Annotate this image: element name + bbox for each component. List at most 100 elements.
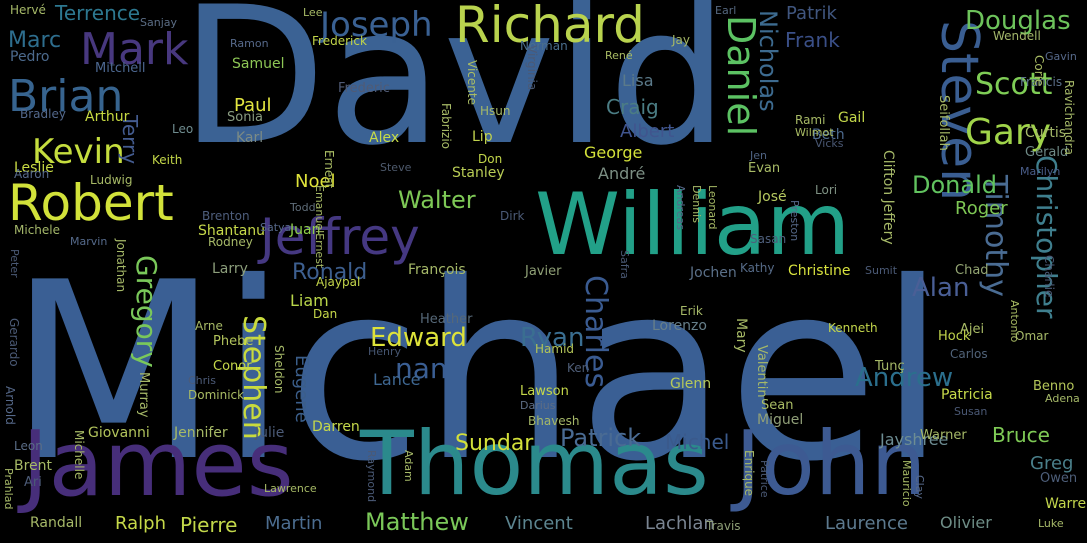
cloud-word: Randall xyxy=(30,515,83,531)
cloud-word: Michele xyxy=(14,223,60,237)
cloud-word: Bradley xyxy=(20,107,66,121)
cloud-word: Dirk xyxy=(500,209,525,223)
cloud-word: Eugene xyxy=(291,355,312,423)
cloud-word: Susan xyxy=(954,405,988,418)
cloud-word: Ramon xyxy=(230,37,269,50)
cloud-word: Glenn xyxy=(670,376,712,392)
cloud-word: Jeffrey xyxy=(260,208,420,266)
cloud-word: Gail xyxy=(838,110,866,126)
cloud-word: Vincent xyxy=(505,513,573,534)
cloud-word: Nicholas xyxy=(754,10,782,112)
cloud-word: Jen xyxy=(750,149,767,162)
cloud-word: Donald xyxy=(912,171,997,199)
cloud-word: Hsun xyxy=(480,104,511,118)
cloud-word: Richard xyxy=(455,0,645,54)
cloud-word: Darren xyxy=(312,419,360,435)
cloud-word: Sheldon xyxy=(272,345,286,394)
cloud-word: Laurence xyxy=(825,513,908,534)
cloud-word: Pierre xyxy=(180,513,238,537)
cloud-word: Michelle xyxy=(72,430,86,480)
cloud-word: Lawson xyxy=(520,384,569,399)
cloud-word: René xyxy=(605,49,633,62)
cloud-word: José xyxy=(758,189,787,205)
cloud-word: Jennifer xyxy=(174,425,228,441)
cloud-word: Ernest xyxy=(322,150,336,189)
cloud-word: Travis xyxy=(706,519,741,533)
cloud-word: Valentin xyxy=(754,345,769,398)
cloud-word: Safra xyxy=(618,250,631,279)
cloud-word: Omar xyxy=(1015,329,1049,343)
cloud-word: Lee xyxy=(303,6,323,19)
cloud-word: Sundar xyxy=(455,431,534,456)
cloud-word: Ajei xyxy=(960,322,985,337)
cloud-word: François xyxy=(408,262,466,278)
cloud-word: Corie xyxy=(1032,55,1046,87)
cloud-word: Benno xyxy=(1033,379,1075,394)
cloud-word: Henry xyxy=(368,345,402,358)
cloud-word: Javier xyxy=(525,264,562,279)
cloud-word: Edward xyxy=(370,323,467,353)
cloud-word: Sanjay xyxy=(140,16,178,29)
cloud-word: Marilyn xyxy=(1020,165,1061,178)
cloud-word: Peter xyxy=(8,249,21,278)
cloud-word: Clifton Jeffery xyxy=(880,150,896,245)
cloud-word: Sasan xyxy=(750,232,787,246)
cloud-word: Olivier xyxy=(940,513,992,532)
cloud-word: Gavin xyxy=(1045,50,1077,63)
cloud-word: Gerald xyxy=(1025,145,1069,160)
cloud-word: Walter xyxy=(398,186,476,214)
cloud-word: Charlie xyxy=(1042,255,1056,298)
cloud-word: Mary xyxy=(733,318,749,353)
cloud-word: Brenton xyxy=(202,209,250,223)
cloud-word: Warren xyxy=(1045,496,1087,512)
cloud-word: Julie xyxy=(255,425,285,441)
cloud-word: Seifollah xyxy=(936,95,951,151)
cloud-word: Christine xyxy=(788,263,851,279)
cloud-word: Adena xyxy=(1045,392,1080,405)
cloud-word: Michael xyxy=(8,230,947,515)
cloud-word: Rami xyxy=(795,113,826,127)
cloud-word: Leon xyxy=(14,439,43,453)
cloud-word: Ari xyxy=(24,475,42,490)
cloud-word: Leslie xyxy=(14,160,54,176)
cloud-word: Luke xyxy=(1038,517,1064,530)
cloud-word: Curtis xyxy=(1025,125,1067,141)
cloud-word: Gregory xyxy=(130,255,163,368)
cloud-word: Francis xyxy=(1020,75,1063,89)
cloud-word: Frank xyxy=(785,28,840,52)
cloud-word: Arnold xyxy=(3,386,17,425)
cloud-word: Mauricio xyxy=(900,460,913,507)
cloud-word: Earl xyxy=(715,4,737,17)
cloud-word: George xyxy=(584,143,643,162)
cloud-word: Carlos xyxy=(950,347,988,361)
cloud-word: Leo xyxy=(172,122,194,136)
cloud-word: Arthur xyxy=(85,109,130,125)
cloud-word: Samuel xyxy=(232,56,285,72)
cloud-word: Enrique xyxy=(742,450,756,497)
cloud-word: Adam xyxy=(402,450,415,482)
cloud-word: Clay xyxy=(913,475,926,499)
cloud-word: Ronald xyxy=(292,260,368,285)
cloud-word: EmanuelErnest xyxy=(313,185,326,269)
cloud-word: Greg xyxy=(1030,453,1074,474)
cloud-word: Jonathan xyxy=(114,239,128,293)
cloud-word: Jay xyxy=(672,33,690,47)
cloud-word: Dominick xyxy=(188,388,245,402)
cloud-word: Martin xyxy=(265,513,323,534)
cloud-word: Vicente xyxy=(465,60,479,105)
cloud-word: Mark xyxy=(80,24,189,75)
cloud-word: David xyxy=(180,0,729,187)
cloud-word: Hervé xyxy=(10,3,46,17)
cloud-word: Prahlad xyxy=(2,468,15,510)
cloud-word: Sumit xyxy=(865,264,898,277)
cloud-word: Brian xyxy=(8,71,124,122)
cloud-word: Terrence xyxy=(55,1,141,25)
cloud-word: Dennis xyxy=(690,185,703,223)
cloud-word: Paul xyxy=(234,95,272,116)
cloud-word: Lisa xyxy=(622,71,654,90)
cloud-word: Andreas xyxy=(674,185,687,230)
cloud-word: Rodney xyxy=(208,235,253,249)
cloud-word: Roger xyxy=(955,198,1008,219)
cloud-word: Conor xyxy=(213,359,252,374)
cloud-word: Sonia xyxy=(227,110,264,125)
